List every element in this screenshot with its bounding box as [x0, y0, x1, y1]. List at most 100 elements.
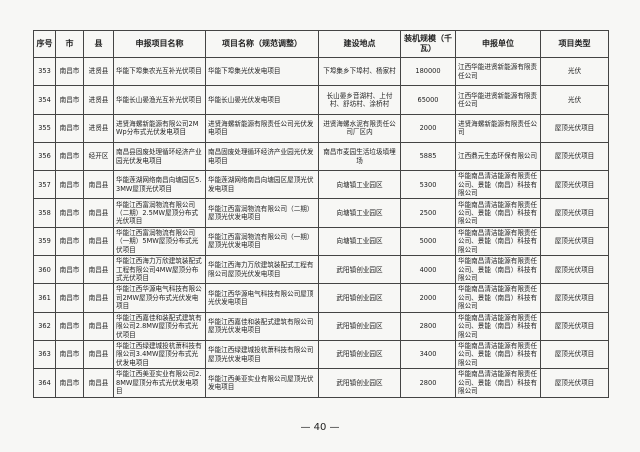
table-cell: 华能江西嘉佳和装配式建筑有限公司屋顶光伏发电项目: [205, 311, 319, 341]
table-row: 353 南昌市 进贤县 华能下埠集农光互补光伏项目 华能下埠集光伏发电项目 下埠集乡下埠村…: [33, 56, 609, 87]
header-cell: 县: [83, 30, 114, 58]
table-cell: 华能江西富润物流有限公司（一期）屋顶光伏发电项目: [205, 226, 319, 257]
table-cell: 进贤海螺新能源有限责任公司光伏发电项目: [205, 113, 319, 143]
table-cell: 进贤海螺新能源有限责任公司: [455, 113, 541, 143]
table-cell: 华能江西美亚实业有限公司2.8MW屋顶分布式光伏发电项目: [113, 368, 206, 398]
table-cell: 华能江西美亚实业有限公司屋顶光伏发电项目: [205, 368, 319, 398]
table-cell: 华能南昌清洁能源有限责任公司、景能（南昌）科技有限公司: [455, 368, 541, 398]
table-cell: 华能南昌清洁能源有限责任公司、景能（南昌）科技有限公司: [455, 170, 541, 200]
table-cell: 进贤县: [83, 56, 114, 87]
table-cell: 南昌县: [83, 226, 114, 257]
table-row: 360 南昌市 南昌县 华能江西海力万欣建筑装配式工程有限公司4MW屋顶分布式光伏项目…: [33, 255, 609, 285]
table-cell: 华能江西华源电气科技有限公司2MW屋顶分布式光伏发电项目: [113, 283, 206, 313]
table-cell: 359: [33, 226, 56, 257]
table-cell: 光伏: [540, 85, 609, 115]
table-cell: 进贤县: [83, 85, 114, 115]
table-cell: 南昌县: [83, 339, 114, 370]
table-cell: 南昌市: [55, 283, 84, 313]
project-table: 序号市县申报项目名称 项目名称（规范调整） 建设地点 装机规模（千瓦） 申报单位 项目类型…: [33, 30, 609, 398]
header-cell: 序号: [33, 30, 56, 58]
table-row: 354 南昌市 进贤县 华能长山晏渔光互补光伏项目 华能长山晏光伏发电项目 长山晏乡音湖村…: [33, 85, 609, 115]
table-cell: 华能南昌清洁能源有限责任公司、景能（南昌）科技有限公司: [455, 226, 541, 257]
table-cell: 361: [33, 283, 56, 313]
table-cell: 357: [33, 170, 56, 200]
table-cell: 南昌市: [55, 226, 84, 257]
table-cell: 南昌县: [83, 170, 114, 200]
table-cell: 向塘镇工业园区: [318, 226, 401, 257]
table-cell: 屋顶光伏项目: [540, 311, 609, 341]
table-cell: 南昌市: [55, 113, 84, 143]
table-cell: 华能江西绿建城投杭萧科技有限公司屋顶光伏发电项目: [205, 339, 319, 370]
table-cell: 下埠集乡下埠村、杨家村: [318, 56, 401, 87]
table-cell: 华能长山晏光伏发电项目: [205, 85, 319, 115]
table-cell: 长山晏乡音湖村、上付村、舒坊村、涂桥村: [318, 85, 401, 115]
table-cell: 武阳镇创业园区: [318, 339, 401, 370]
table-cell: 屋顶光伏项目: [540, 141, 609, 172]
header-cell: 申报项目名称: [113, 30, 206, 58]
table-cell: 屋顶光伏项目: [540, 368, 609, 398]
table-cell: 363: [33, 339, 56, 370]
table-cell: 南昌县: [83, 368, 114, 398]
table-cell: 屋顶光伏项目: [540, 226, 609, 257]
table-cell: 向塘镇工业园区: [318, 198, 401, 228]
table-body: 353 南昌市 进贤县 华能下埠集农光互补光伏项目 华能下埠集光伏发电项目 下埠集乡下埠村…: [33, 56, 609, 398]
table-cell: 355: [33, 113, 56, 143]
table-cell: 南昌市: [55, 85, 84, 115]
header-cell: 申报单位: [455, 30, 541, 58]
page-number: — 40 —: [300, 422, 340, 433]
table-cell: 180000: [400, 56, 456, 87]
table-cell: 362: [33, 311, 56, 341]
table-cell: 华能江西嘉佳和装配式建筑有限公司2.8MW屋顶分布式光伏项目: [113, 311, 206, 341]
table-cell: 353: [33, 56, 56, 87]
header-cell: 项目类型: [540, 30, 609, 58]
table-cell: 武阳镇创业园区: [318, 311, 401, 341]
table-cell: 屋顶光伏项目: [540, 255, 609, 285]
table-cell: 南昌市: [55, 255, 84, 285]
table-cell: 356: [33, 141, 56, 172]
table-cell: 屋顶光伏项目: [540, 170, 609, 200]
table-cell: 2800: [400, 311, 456, 341]
table-cell: 华能南昌清洁能源有限责任公司、景能（南昌）科技有限公司: [455, 311, 541, 341]
table-cell: 向塘镇工业园区: [318, 170, 401, 200]
table-cell: 华能江西绿建城投杭萧科技有限公司3.4MW屋顶分布式光伏发电项目: [113, 339, 206, 370]
table-cell: 南昌县: [83, 311, 114, 341]
table-cell: 2500: [400, 198, 456, 228]
table-cell: 华能江西海力万欣建筑装配式工程有限公司屋顶光伏发电项目: [205, 255, 319, 285]
table-cell: 江西鼎元生态环保有限公司: [455, 141, 541, 172]
table-cell: 武阳镇创业园区: [318, 283, 401, 313]
table-cell: 屋顶光伏项目: [540, 339, 609, 370]
table-cell: 进贤海螺水泥有限责任公司厂区内: [318, 113, 401, 143]
table-cell: 武阳镇创业园区: [318, 255, 401, 285]
table-cell: 屋顶光伏项目: [540, 198, 609, 228]
table-cell: 南昌市: [55, 368, 84, 398]
table-cell: 南昌市: [55, 56, 84, 87]
table-cell: 进贤海螺新能源有限公司2MWp分布式光伏发电项目: [113, 113, 206, 143]
table-cell: 华能莲湖网络南昌向塘园区屋顶光伏发电项目: [205, 170, 319, 200]
header-row: 序号市县申报项目名称 项目名称（规范调整） 建设地点 装机规模（千瓦） 申报单位 项目类型: [33, 30, 609, 58]
table-cell: 经开区: [83, 141, 114, 172]
table-cell: 南昌市: [55, 311, 84, 341]
table-cell: 364: [33, 368, 56, 398]
table-cell: 华能南昌清洁能源有限责任公司、景能（南昌）科技有限公司: [455, 283, 541, 313]
table-cell: 华能下埠集光伏发电项目: [205, 56, 319, 87]
table-cell: 华能江西富润物流有限公司（二期）2.5MW屋顶分布式光伏项目: [113, 198, 206, 228]
table-cell: 2800: [400, 368, 456, 398]
table-cell: 南昌市: [55, 198, 84, 228]
table-row: 361 南昌市 南昌县 华能江西华源电气科技有限公司2MW屋顶分布式光伏发电项目 华能江…: [33, 283, 609, 313]
table-cell: 南昌市: [55, 339, 84, 370]
table-cell: 5000: [400, 226, 456, 257]
table-cell: 3400: [400, 339, 456, 370]
table-cell: 358: [33, 198, 56, 228]
table-cell: 360: [33, 255, 56, 285]
table-cell: 武阳镇创业园区: [318, 368, 401, 398]
table-cell: 南昌市麦园生活垃圾填埋场: [318, 141, 401, 172]
header-cell: 项目名称（规范调整）: [205, 30, 319, 58]
table-cell: 南昌县: [83, 283, 114, 313]
table-cell: 华能南昌清洁能源有限责任公司、景能（南昌）科技有限公司: [455, 198, 541, 228]
header-cell: 建设地点: [318, 30, 401, 58]
table-cell: 4000: [400, 255, 456, 285]
table-cell: 进贤县: [83, 113, 114, 143]
table-cell: 华能南昌清洁能源有限责任公司、景能（南昌）科技有限公司: [455, 339, 541, 370]
table-row: 359 南昌市 南昌县 华能江西富润物流有限公司（一期）5MW屋顶分布式光伏项目 华能江…: [33, 226, 609, 257]
